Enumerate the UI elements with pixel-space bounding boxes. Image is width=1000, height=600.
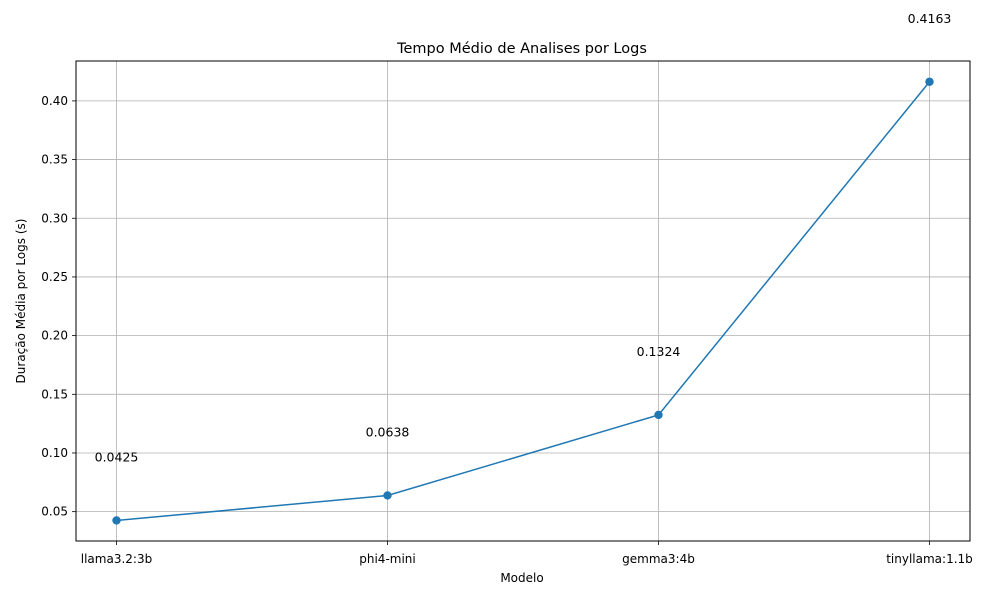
data-point	[112, 516, 121, 525]
data-point	[925, 77, 934, 86]
y-tick-label: 0.40	[41, 94, 68, 108]
x-tick-label: phi4-mini	[359, 552, 415, 566]
data-label: 0.1324	[637, 344, 681, 359]
series-line	[116, 81, 931, 522]
data-label: 0.4163	[908, 11, 952, 26]
data-label: 0.0638	[366, 424, 410, 439]
y-tick-label: 0.20	[41, 329, 68, 343]
plot-frame	[75, 60, 971, 542]
x-axis-label: Modelo	[500, 571, 543, 585]
y-tick-label: 0.35	[41, 153, 68, 167]
y-tick-label: 0.05	[41, 505, 68, 519]
chart-title: Tempo Médio de Analises por Logs	[396, 41, 647, 57]
series	[112, 77, 934, 525]
data-point	[654, 410, 663, 420]
y-tick-label: 0.15	[41, 387, 68, 401]
x-tick-label: llama3.2:3b	[81, 552, 152, 566]
y-tick-label: 0.25	[41, 270, 68, 284]
data-point	[383, 491, 392, 500]
ticks: llama3.2:3b phi4-mini gemma3:4b tinyllama:1…	[41, 94, 973, 566]
x-tick-label: gemma3:4b	[622, 552, 695, 566]
y-axis-label: Duração Média por Logs (s)	[14, 219, 28, 384]
data-label: 0.0425	[95, 449, 139, 464]
x-tick-label: tinyllama:1.1b	[886, 552, 973, 566]
y-tick-label: 0.30	[41, 211, 68, 225]
data-labels: 0.0425 0.0638 0.1324 0.4163	[95, 11, 952, 465]
grid	[76, 61, 970, 541]
y-tick-label: 0.10	[41, 446, 68, 460]
